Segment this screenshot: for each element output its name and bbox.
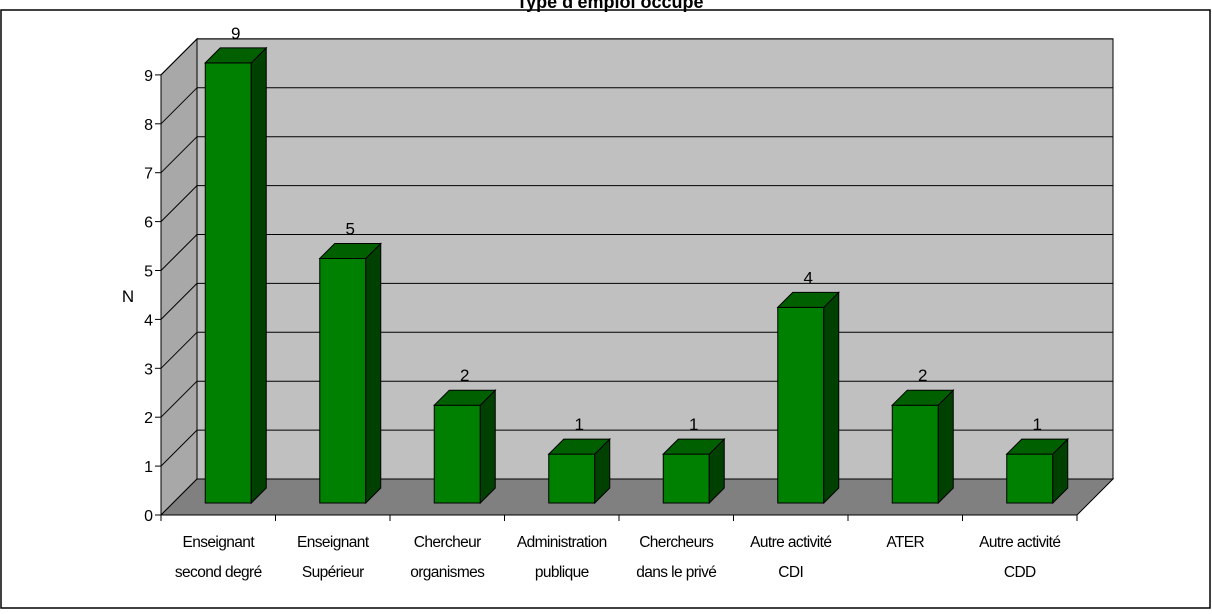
category-label: Supérieur — [302, 564, 364, 581]
gridline-side — [160, 87, 198, 125]
bar — [891, 388, 955, 505]
data-label: 2 — [460, 366, 469, 385]
bar-top — [204, 47, 268, 64]
bar-top — [433, 389, 497, 406]
data-label: 1 — [689, 415, 698, 434]
floor — [159, 478, 1115, 516]
y-tick-label: 9 — [144, 68, 153, 85]
bar-top — [547, 438, 611, 455]
bar-front — [433, 404, 481, 504]
gridline-side — [160, 331, 198, 369]
y-tick-label: 8 — [144, 117, 153, 134]
bar-front — [204, 62, 252, 504]
bar-front — [662, 453, 710, 504]
gridline-side — [160, 380, 198, 418]
y-tick-label: 3 — [144, 361, 153, 378]
gridline-side — [160, 283, 198, 320]
bar-front — [1006, 453, 1054, 504]
bar — [204, 46, 268, 505]
bar-side — [479, 388, 496, 505]
bar — [662, 437, 726, 505]
category-label: Autre activité — [750, 534, 831, 551]
y-tick-label: 0 — [144, 508, 153, 525]
bar-top — [1005, 438, 1069, 455]
bar — [433, 388, 497, 505]
y-tick-label: 5 — [144, 264, 153, 281]
gridline-side — [160, 429, 198, 467]
data-label: 1 — [575, 415, 584, 434]
bar-side — [250, 46, 267, 505]
data-label: 5 — [346, 220, 355, 239]
y-tick-label: 2 — [144, 410, 153, 427]
gridline-side — [160, 185, 198, 222]
category-label: dans le privé — [636, 564, 716, 581]
category-label: CDI — [778, 564, 803, 581]
category-label: Chercheurs — [639, 534, 714, 551]
bar-top — [891, 389, 955, 406]
bar-top — [776, 291, 840, 308]
data-label: 1 — [1033, 415, 1042, 434]
category-label: Enseignant — [297, 534, 370, 551]
y-tick-label: 6 — [144, 215, 153, 232]
bar-front — [777, 306, 825, 504]
y-tick-label: 1 — [144, 459, 153, 476]
category-label: CDD — [1004, 564, 1036, 581]
chart-title: Type d'emploi occupé — [517, 0, 704, 12]
bar-side — [365, 242, 382, 505]
category-label: second degré — [175, 564, 262, 581]
bar-top — [662, 438, 726, 455]
category-label: ATER — [886, 534, 924, 551]
bar — [318, 242, 382, 505]
bar — [1005, 437, 1069, 505]
category-label: Enseignant — [182, 534, 255, 551]
gridline-side — [160, 38, 198, 76]
gridline-side — [160, 234, 198, 271]
bar-side — [937, 388, 954, 505]
side-wall — [160, 37, 198, 517]
category-label: Autre activité — [979, 534, 1060, 551]
category-label: Chercheur — [414, 534, 481, 551]
bar — [547, 437, 611, 505]
gridline-side — [160, 136, 198, 174]
bar-front — [319, 258, 367, 504]
data-label: 4 — [804, 268, 813, 287]
data-label: 9 — [231, 24, 240, 43]
y-tick-label: 4 — [144, 312, 153, 329]
category-label: publique — [535, 564, 589, 581]
category-label: organismes — [410, 564, 485, 581]
data-label: 2 — [918, 366, 927, 385]
y-tick-label: 7 — [144, 166, 153, 183]
y-axis-title: N — [122, 287, 134, 306]
bar-front — [548, 453, 596, 504]
category-label: Administration — [517, 534, 607, 551]
bar — [776, 291, 840, 505]
bar-side — [823, 291, 840, 505]
bar-top — [318, 243, 382, 259]
bar-front — [891, 404, 939, 504]
